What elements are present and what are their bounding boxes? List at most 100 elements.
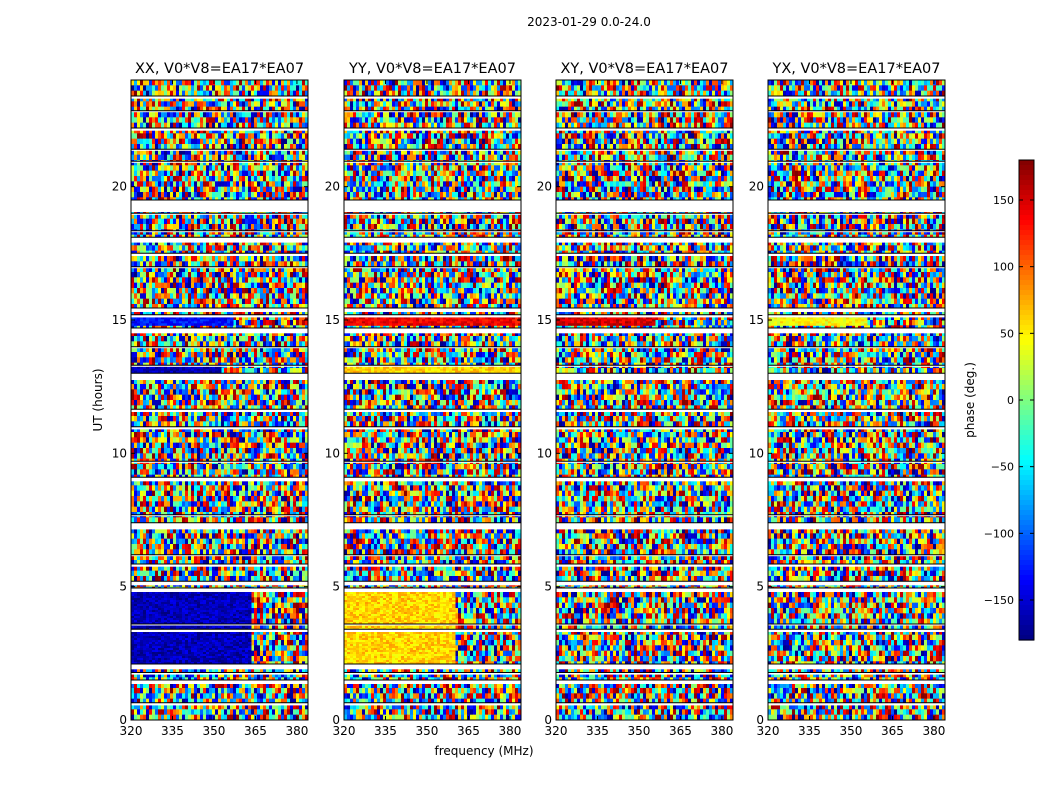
coherent-phase-cell <box>565 323 569 326</box>
coherent-phase-cell <box>416 370 420 374</box>
coherent-phase-cell <box>245 638 249 641</box>
coherent-phase-cell <box>344 632 348 635</box>
coherent-phase-cell <box>422 646 426 649</box>
coherent-phase-cell <box>377 652 381 655</box>
coherent-phase-cell <box>164 596 168 599</box>
coherent-phase-cell <box>194 366 198 370</box>
flagged-band <box>131 624 308 626</box>
coherent-phase-cell <box>446 632 450 635</box>
coherent-phase-cell <box>239 612 243 615</box>
coherent-phase-cell <box>218 608 222 611</box>
coherent-phase-cell <box>224 620 228 623</box>
coherent-phase-cell <box>383 622 387 625</box>
coherent-phase-cell <box>619 321 623 324</box>
coherent-phase-cell <box>413 662 417 665</box>
coherent-phase-cell <box>428 660 432 663</box>
flagged-band <box>556 522 733 530</box>
coherent-phase-cell <box>347 610 351 613</box>
coherent-phase-cell <box>188 660 192 663</box>
coherent-phase-cell <box>158 608 162 611</box>
coherent-phase-cell <box>392 616 396 619</box>
coherent-phase-cell <box>212 622 216 625</box>
coherent-phase-cell <box>380 592 384 595</box>
coherent-phase-cell <box>146 317 150 320</box>
coherent-phase-cell <box>185 632 189 635</box>
coherent-phase-cell <box>200 598 204 601</box>
coherent-phase-cell <box>212 640 216 643</box>
coherent-phase-cell <box>206 640 210 643</box>
coherent-phase-cell <box>242 604 246 607</box>
coherent-phase-cell <box>179 321 183 324</box>
coherent-phase-cell <box>131 610 135 613</box>
coherent-phase-cell <box>182 600 186 603</box>
coherent-phase-cell <box>401 648 405 651</box>
flagged-band <box>556 161 733 163</box>
colorbar-segment <box>1019 170 1034 176</box>
coherent-phase-cell <box>368 622 372 625</box>
coherent-phase-cell <box>197 652 201 655</box>
coherent-phase-cell <box>586 319 590 322</box>
coherent-phase-cell <box>197 638 201 641</box>
coherent-phase-cell <box>428 654 432 657</box>
coherent-phase-cell <box>182 370 186 374</box>
coherent-phase-cell <box>188 626 192 629</box>
coherent-phase-cell <box>404 638 408 641</box>
coherent-phase-cell <box>374 640 378 643</box>
coherent-phase-cell <box>386 618 390 621</box>
coherent-phase-cell <box>155 654 159 657</box>
panel-frame <box>767 79 946 721</box>
coherent-phase-cell <box>410 319 414 322</box>
coherent-phase-cell <box>137 652 141 655</box>
coherent-phase-cell <box>155 368 159 372</box>
coherent-phase-cell <box>362 656 366 659</box>
coherent-phase-cell <box>248 626 252 629</box>
coherent-phase-cell <box>176 638 180 641</box>
coherent-phase-cell <box>443 368 447 372</box>
coherent-phase-cell <box>389 660 393 663</box>
coherent-phase-cell <box>452 654 456 657</box>
coherent-phase-cell <box>206 596 210 599</box>
flagged-band <box>556 213 733 215</box>
coherent-phase-cell <box>134 638 138 641</box>
coherent-phase-cell <box>353 612 357 615</box>
coherent-phase-cell <box>813 319 817 322</box>
colorbar-segment <box>1019 280 1034 286</box>
coherent-phase-cell <box>182 592 186 595</box>
coherent-phase-cell <box>410 612 414 615</box>
coherent-phase-cell <box>239 608 243 611</box>
coherent-phase-cell <box>155 596 159 599</box>
coherent-phase-cell <box>428 616 432 619</box>
coherent-phase-cell <box>134 368 138 372</box>
colorbar-segment <box>1019 200 1034 206</box>
colorbar-segment <box>1019 220 1034 226</box>
coherent-phase-cell <box>374 604 378 607</box>
coherent-phase-cell <box>215 620 219 623</box>
coherent-phase-cell <box>362 658 366 661</box>
coherent-phase-cell <box>452 656 456 659</box>
coherent-phase-cell <box>574 317 578 320</box>
coherent-phase-cell <box>227 612 231 615</box>
colorbar-segment <box>1019 300 1034 306</box>
colorbar-segment <box>1019 400 1034 406</box>
coherent-phase-cell <box>377 606 381 609</box>
coherent-phase-cell <box>206 592 210 595</box>
coherent-phase-cell <box>389 626 393 629</box>
coherent-phase-cell <box>583 323 587 326</box>
coherent-phase-cell <box>131 642 135 645</box>
coherent-phase-cell <box>188 622 192 625</box>
coherent-phase-cell <box>185 656 189 659</box>
coherent-phase-cell <box>774 323 778 326</box>
coherent-phase-cell <box>242 608 246 611</box>
coherent-phase-cell <box>215 370 219 374</box>
coherent-phase-cell <box>386 622 390 625</box>
coherent-phase-cell <box>371 608 375 611</box>
coherent-phase-cell <box>224 616 228 619</box>
coherent-phase-cell <box>446 634 450 637</box>
coherent-phase-cell <box>224 660 228 663</box>
coherent-phase-cell <box>631 317 635 320</box>
coherent-phase-cell <box>574 323 578 326</box>
coherent-phase-cell <box>347 612 351 615</box>
coherent-phase-cell <box>837 323 841 326</box>
coherent-phase-cell <box>224 626 228 629</box>
